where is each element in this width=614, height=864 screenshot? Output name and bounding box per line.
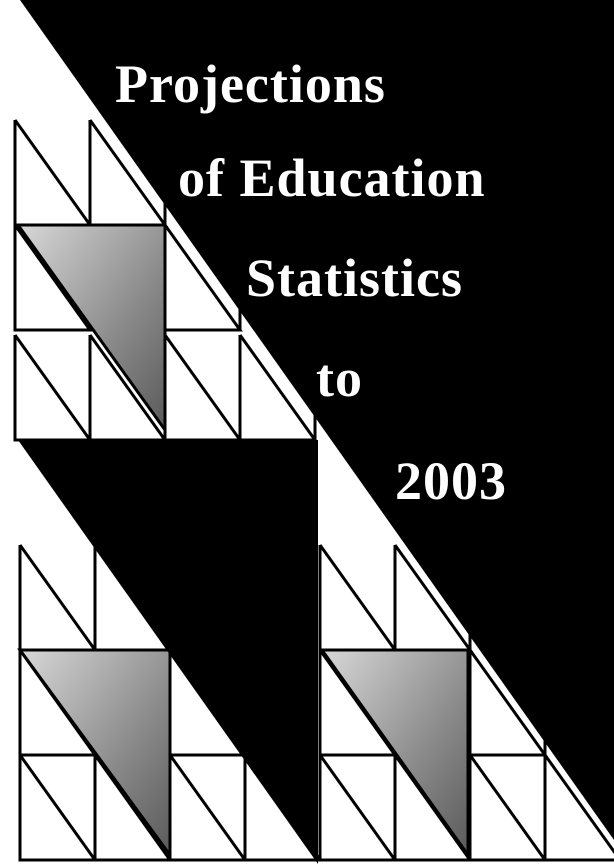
cover: Projections of Education Statistics to 2… bbox=[0, 0, 614, 864]
title-line: 2003 bbox=[395, 451, 507, 511]
title-line: to bbox=[316, 348, 363, 408]
title-line: Statistics bbox=[246, 248, 463, 308]
title-line: Projections bbox=[115, 54, 386, 114]
title-line: of Education bbox=[178, 148, 486, 208]
